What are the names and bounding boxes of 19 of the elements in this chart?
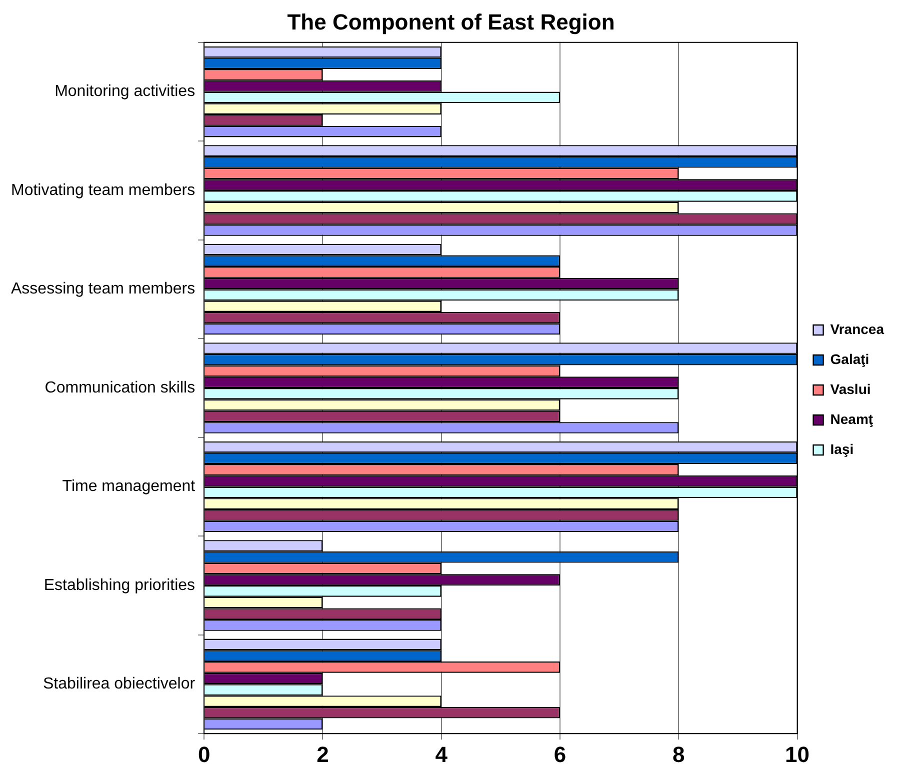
x-tick-label: 6 [554, 742, 566, 767]
x-tick-label: 0 [198, 742, 210, 767]
x-tick-label: 2 [316, 742, 329, 767]
legend-label: Vrancea [830, 320, 884, 337]
x-tick-label: 10 [785, 742, 810, 767]
chart-title: The Component of East Region [287, 9, 615, 34]
legend-label: Neamţ [830, 410, 874, 427]
legend-label: Galaţi [830, 350, 870, 367]
y-tick-label: Assessing team members [11, 280, 196, 298]
y-tick-label: Establishing priorities [44, 576, 196, 594]
legend-label: Iaşi [830, 440, 854, 457]
y-tick-label: Monitoring activities [54, 83, 196, 100]
y-tick-label: Motivating team members [11, 182, 196, 199]
y-tick-label: Stabilirea obiectivelor [42, 676, 196, 693]
y-tick-label: Time management [62, 478, 196, 496]
x-tick-label: 4 [435, 742, 448, 767]
x-tick-label: 8 [672, 742, 685, 767]
legend-label: Vaslui [830, 380, 871, 397]
y-tick-label: Communication skills [44, 379, 196, 396]
